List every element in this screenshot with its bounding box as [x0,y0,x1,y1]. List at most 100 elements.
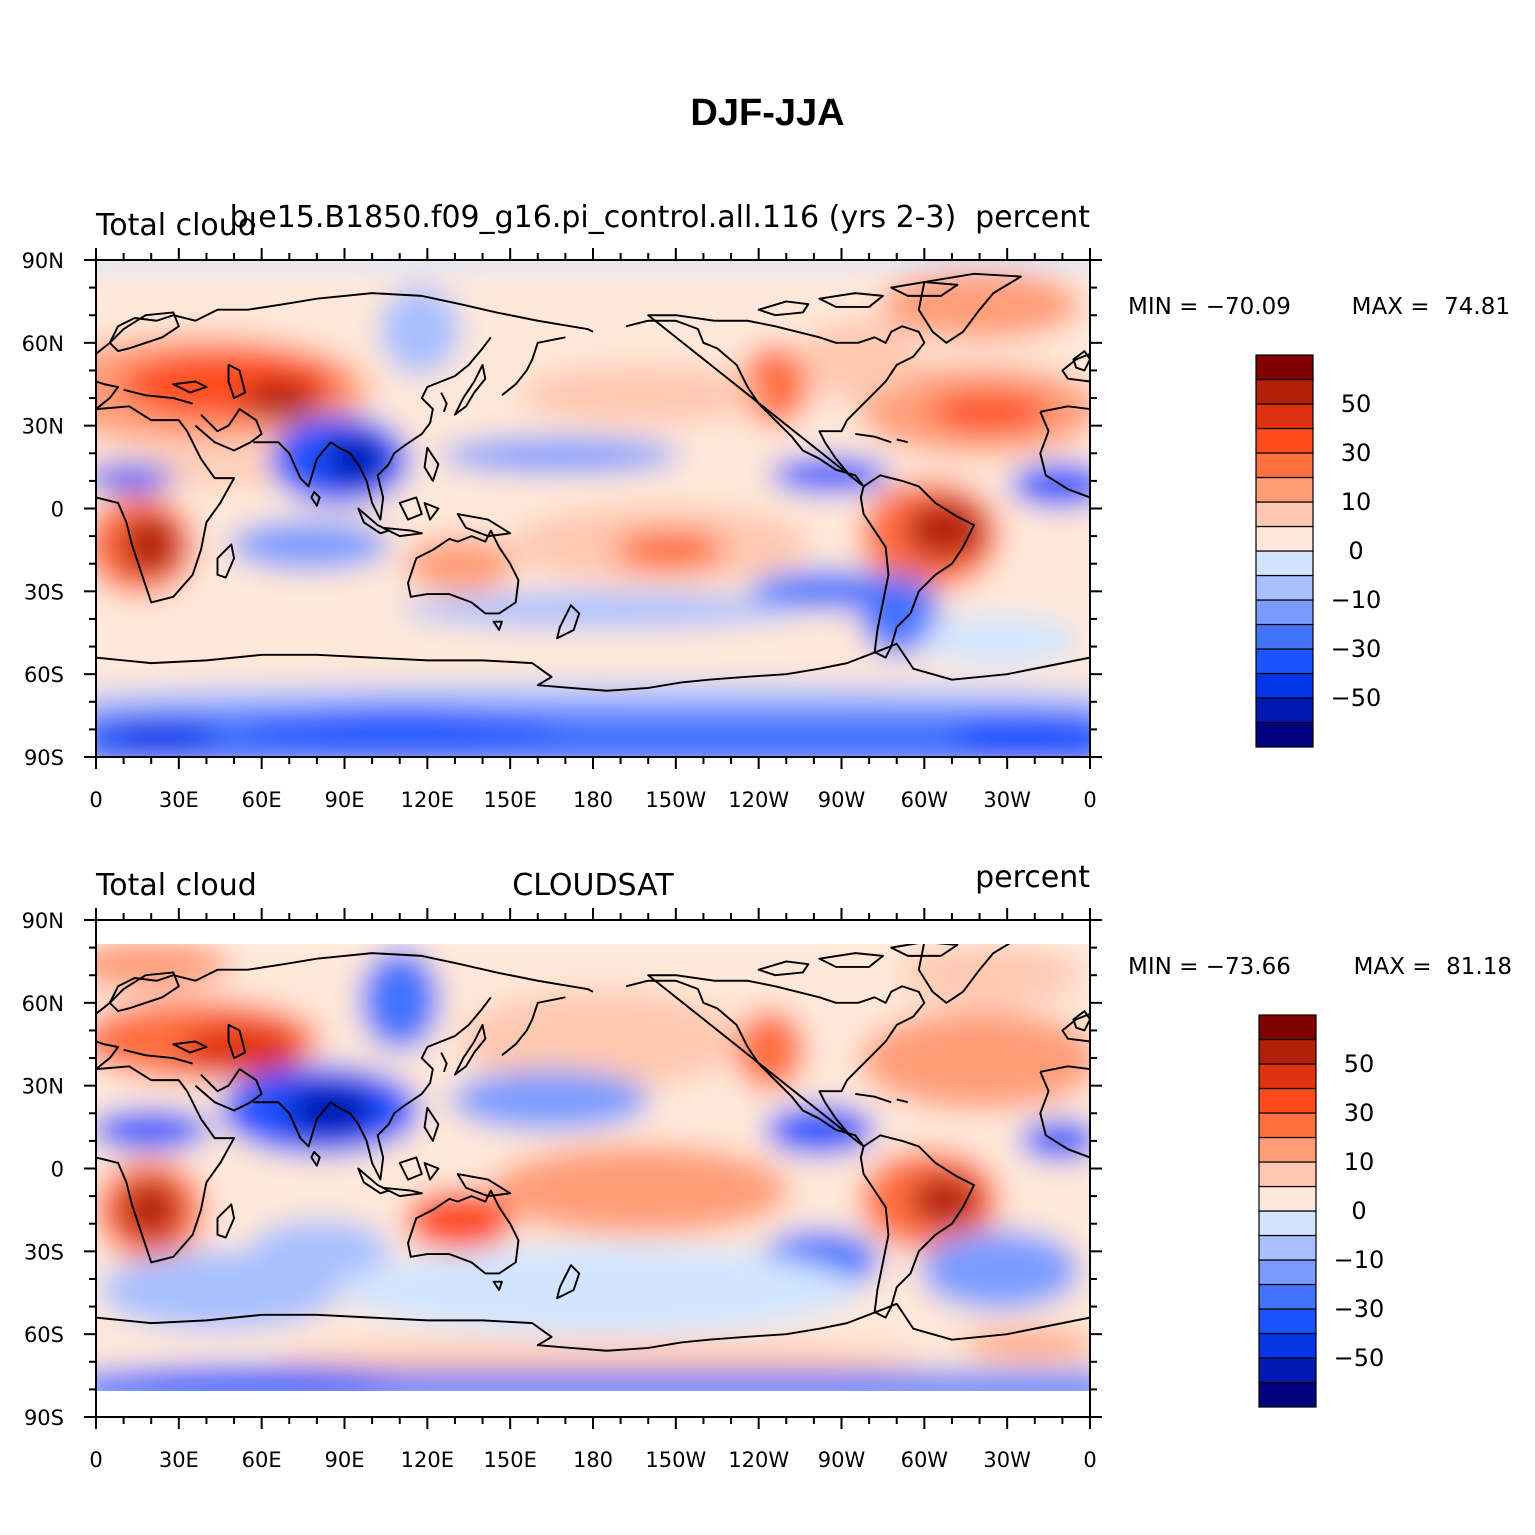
lon-tick-label-model: 180 [573,788,613,812]
contour-field-cloudsat [96,944,1090,1391]
lon-tick-label-model: 0 [1083,788,1096,812]
lat-tick-label-cloudsat: 30S [24,1240,64,1264]
colorbar-swatch-model [1255,378,1314,405]
lon-tick-label-cloudsat: 0 [1083,1448,1096,1472]
page-title: DJF-JJA [690,92,845,134]
colorbar-label-model: 50 [1341,390,1372,418]
lat-tick-label-cloudsat: 90N [22,909,64,933]
lon-tick-label-cloudsat: 180 [573,1448,613,1472]
lon-tick-label-model: 90E [325,788,365,812]
colorbar-swatch-cloudsat [1258,1087,1317,1114]
colorbar-label-cloudsat: 10 [1344,1148,1375,1176]
panel-left-label-model: Total cloud [95,208,257,243]
colorbar-label-model: −30 [1331,635,1382,663]
colorbar-swatch-cloudsat [1258,1259,1317,1286]
colorbar-swatch-cloudsat [1258,1014,1317,1041]
lon-tick-label-model: 90W [818,788,866,812]
colorbar-label-cloudsat: −50 [1334,1344,1385,1372]
lon-tick-label-cloudsat: 150W [645,1448,706,1472]
lat-tick-label-cloudsat: 0 [51,1158,64,1182]
colorbar-swatch-cloudsat [1258,1381,1317,1408]
lon-tick-label-model: 120E [401,788,454,812]
lon-tick-label-model: 60E [242,788,282,812]
lon-tick-label-cloudsat: 0 [89,1448,102,1472]
colorbar-swatch-cloudsat [1258,1283,1317,1310]
colorbar-label-cloudsat: 0 [1351,1197,1366,1225]
min-value-cloudsat: MIN = −73.66 [1128,954,1291,980]
colorbar-swatch-model [1255,672,1314,699]
lon-tick-label-model: 150E [483,788,536,812]
lat-tick-label-model: 90S [24,746,64,770]
lat-tick-label-model: 30N [22,415,64,439]
panel-right-label-model: percent [975,200,1090,235]
colorbar-label-cloudsat: −30 [1334,1295,1385,1323]
max-value-cloudsat: MAX = 81.18 [1354,954,1512,980]
colorbar-swatch-cloudsat [1258,1357,1317,1384]
colorbar-swatch-cloudsat [1258,1112,1317,1139]
panel-center-label-model: b.e15.B1850.f09_g16.pi_control.all.116 (… [230,200,957,235]
lon-tick-label-model: 30W [983,788,1031,812]
colorbar-swatch-model [1255,525,1314,552]
lon-tick-label-cloudsat: 90W [818,1448,866,1472]
colorbar-swatch-model [1255,721,1314,748]
axis-ticks-cloudsat: 0 30E 60E 90E 120E 150E 180 150W 120W 90W 60W 30W 0 9… [22,908,1102,1472]
colorbar-label-model: 30 [1341,439,1372,467]
colorbar-swatch-cloudsat [1258,1136,1317,1163]
lat-tick-label-model: 60N [22,332,64,356]
colorbar-label-cloudsat: 50 [1344,1050,1375,1078]
colorbar-swatch-model [1255,550,1314,577]
colorbar-swatch-cloudsat [1258,1063,1317,1090]
colorbar-swatch-model [1255,574,1314,601]
max-value-model: MAX = 74.81 [1352,294,1510,320]
colorbar-swatch-cloudsat [1258,1308,1317,1335]
lat-tick-label-model: 60S [24,663,64,687]
lat-tick-label-cloudsat: 60N [22,992,64,1016]
colorbar-cloudsat: 50 30 10 0 −10 −30 −50 [1258,1014,1385,1408]
colorbar-swatch-cloudsat [1258,1332,1317,1359]
lon-tick-label-cloudsat: 90E [325,1448,365,1472]
lat-tick-label-cloudsat: 30N [22,1075,64,1099]
colorbar-swatch-model [1255,648,1314,675]
colorbar-label-model: −10 [1331,586,1382,614]
contour-field-model [96,260,1090,757]
lon-tick-label-model: 30E [159,788,199,812]
colorbar-swatch-model [1255,403,1314,430]
lon-tick-label-cloudsat: 60E [242,1448,282,1472]
lon-tick-label-cloudsat: 120W [728,1448,789,1472]
lon-tick-label-model: 120W [728,788,789,812]
lon-tick-label-cloudsat: 150E [483,1448,536,1472]
lat-tick-label-model: 90N [22,249,64,273]
colorbar-swatch-cloudsat [1258,1234,1317,1261]
lat-tick-label-model: 30S [24,580,64,604]
colorbar-swatch-model [1255,697,1314,724]
colorbar-label-model: 10 [1341,488,1372,516]
map-panel-cloudsat: 0 30E 60E 90E 120E 150E 180 150W 120W 90W 60W 30W 0 9… [22,860,1512,1472]
min-value-model: MIN = −70.09 [1128,294,1291,320]
lon-tick-label-cloudsat: 30W [983,1448,1031,1472]
colorbar-label-cloudsat: −10 [1334,1246,1385,1274]
colorbar-label-model: 0 [1348,537,1363,565]
colorbar-swatch-model [1255,599,1314,626]
colorbar-swatch-cloudsat [1258,1161,1317,1188]
colorbar-swatch-cloudsat [1258,1185,1317,1212]
map-panel-model: 0 30E 60E 90E 120E 150E 180 150W 120W 90W 60W 30W 0 9… [22,200,1510,812]
lon-tick-label-cloudsat: 30E [159,1448,199,1472]
colorbar-swatch-model [1255,354,1314,381]
lon-tick-label-model: 150W [645,788,706,812]
lon-tick-label-cloudsat: 60W [901,1448,949,1472]
colorbar-swatch-model [1255,452,1314,479]
colorbar-swatch-model [1255,476,1314,503]
colorbar-swatch-model [1255,427,1314,454]
colorbar-swatch-cloudsat [1258,1210,1317,1237]
lat-tick-label-cloudsat: 60S [24,1323,64,1347]
lon-tick-label-model: 0 [89,788,102,812]
colorbar-label-model: −50 [1331,684,1382,712]
lat-tick-label-model: 0 [51,498,64,522]
colorbar-label-cloudsat: 30 [1344,1099,1375,1127]
panel-center-label-cloudsat: CLOUDSAT [512,868,674,903]
lat-tick-label-cloudsat: 90S [24,1406,64,1430]
colorbar-swatch-cloudsat [1258,1038,1317,1065]
lon-tick-label-cloudsat: 120E [401,1448,454,1472]
panel-right-label-cloudsat: percent [975,860,1090,895]
